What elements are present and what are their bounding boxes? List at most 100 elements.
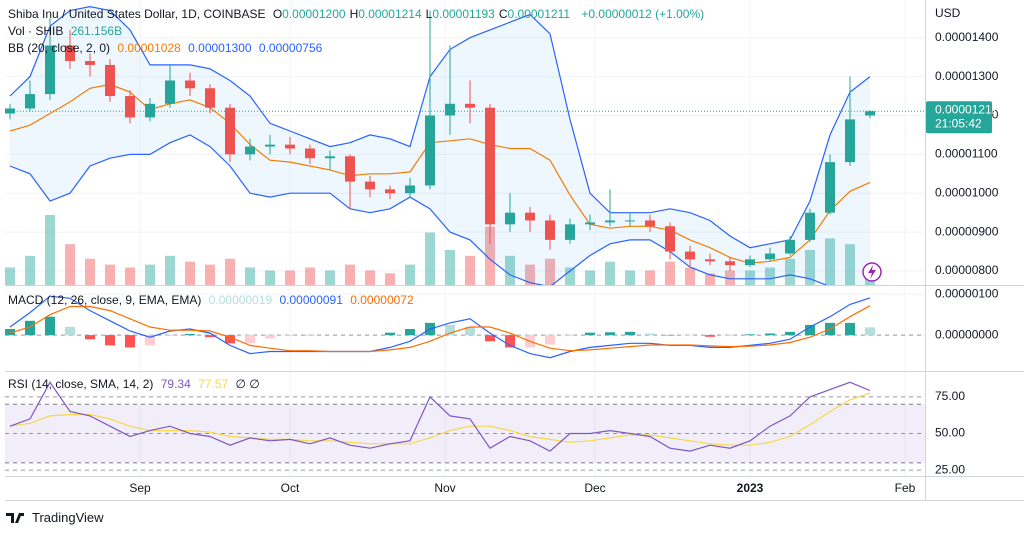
candle-body [325, 156, 335, 159]
candle-body [705, 259, 715, 262]
volume-bar [265, 270, 275, 285]
macd-histogram-bar [645, 333, 655, 336]
candle-body [645, 220, 655, 227]
volume-bar [105, 264, 115, 285]
candle-body [525, 212, 535, 221]
macd-name: MACD (12, 26, close, 9, EMA, EMA) [8, 293, 202, 307]
main-legend: Shiba Inu / United States Dollar, 1D, CO… [8, 6, 708, 23]
volume-bar [25, 255, 35, 285]
candle-body [665, 226, 675, 252]
volume-bar [845, 244, 855, 285]
macd-histogram-bar [765, 333, 775, 336]
rsi-ma-line [9, 392, 871, 446]
rsi-legend: RSI (14, close, SMA, 14, 2) 79.34 77.57 … [8, 376, 264, 393]
volume-bar [125, 267, 135, 285]
volume-bar [425, 232, 435, 285]
macd-histogram-bar [5, 329, 15, 336]
volume-bar [45, 215, 55, 285]
x-tick-label: 2023 [737, 481, 764, 495]
macd-histogram-bar [785, 331, 795, 336]
volume-bar [825, 238, 835, 285]
candle-body [605, 220, 615, 223]
macd-histogram-bar [745, 334, 755, 336]
ohlc-key: O [272, 7, 283, 21]
macd-histogram-bar [845, 322, 855, 336]
volume-bar [85, 258, 95, 285]
ohlc-key: H [349, 7, 359, 21]
x-tick-label: Oct [281, 481, 300, 495]
macd-histogram-bar [165, 335, 175, 336]
macd-histogram-bar [405, 329, 415, 336]
bb-fill [10, 6, 870, 285]
bb-name: BB (20, close, 2, 0) [8, 41, 111, 55]
ohlc-values: O0.00001200 H0.00001214 L0.00001193 C0.0000… [273, 7, 574, 21]
candle-body [105, 64, 115, 97]
macd-histogram-bar [445, 324, 455, 336]
volume-bar [765, 267, 775, 285]
volume-bar [665, 261, 675, 285]
ohlc-value: 0.00001211 [507, 7, 571, 21]
volume-bar [645, 270, 655, 285]
candle-body [65, 45, 75, 62]
volume-bar [785, 258, 795, 285]
volume-bar [285, 270, 295, 285]
volume-bar [505, 255, 515, 285]
candle-body [745, 259, 755, 266]
volume-bar [205, 264, 215, 285]
volume-bar [485, 226, 495, 285]
y-tick-label: 0.00001100 [935, 147, 998, 161]
candle-body [445, 103, 455, 116]
volume-bar [245, 267, 255, 285]
candle-body [245, 146, 255, 155]
macd-histogram-bar [185, 333, 195, 336]
candle-body [505, 212, 515, 225]
rsi-name: RSI (14, close, SMA, 14, 2) [8, 377, 154, 391]
volume-bar [325, 270, 335, 285]
macd-histogram-bar [25, 320, 35, 336]
candle-body [85, 61, 95, 65]
volume-bar [345, 264, 355, 285]
volume-bar [725, 270, 735, 285]
macd-histogram-bar [305, 335, 315, 336]
macd-histogram-bar [125, 335, 135, 348]
volume-bar [805, 250, 815, 285]
y-tick-label: 0.00000100 [935, 286, 999, 300]
macd-histogram-bar [485, 335, 495, 342]
candle-body [405, 185, 415, 194]
bb-upper [9, 5, 871, 249]
y-tick-label: 0.00001400 [935, 30, 999, 44]
candle-body [585, 222, 595, 225]
signal-value: 0.00000072 [350, 293, 414, 307]
macd-histogram-bar [505, 335, 515, 348]
macd-histogram-bar [205, 335, 215, 338]
macd-histogram-bar [65, 326, 75, 336]
volume-bar [405, 264, 415, 285]
volume-bar [585, 270, 595, 285]
volume-bar [305, 267, 315, 285]
macd-histogram-bar [725, 335, 735, 336]
y-tick-label: 0.00000000 [935, 327, 999, 341]
candle-body [545, 220, 555, 240]
bb-basis: 0.00001028 [117, 41, 181, 55]
volume-bar [565, 267, 575, 285]
macd-histogram-bar [385, 332, 395, 336]
macd-histogram-bar [225, 335, 235, 344]
volume-name: Vol · SHIB [8, 24, 64, 38]
candle-body [285, 144, 295, 149]
volume-bar [685, 267, 695, 285]
brand[interactable]: TradingView [6, 510, 104, 525]
candle-body [145, 103, 155, 118]
volume-bar [145, 264, 155, 285]
macd-histogram-bar [565, 335, 575, 336]
macd-histogram-bar [45, 316, 55, 336]
y-tick-label: 0.00001300 [935, 69, 999, 83]
candle-body [165, 80, 175, 104]
candle-body [765, 253, 775, 260]
candle-body [825, 162, 835, 213]
price-tag [926, 101, 992, 134]
volume-bar [185, 261, 195, 285]
volume-legend: Vol · SHIB 261.156B [8, 23, 126, 40]
volume-bar [625, 270, 635, 285]
macd-histogram-bar [865, 327, 875, 336]
candle-body [305, 148, 315, 159]
